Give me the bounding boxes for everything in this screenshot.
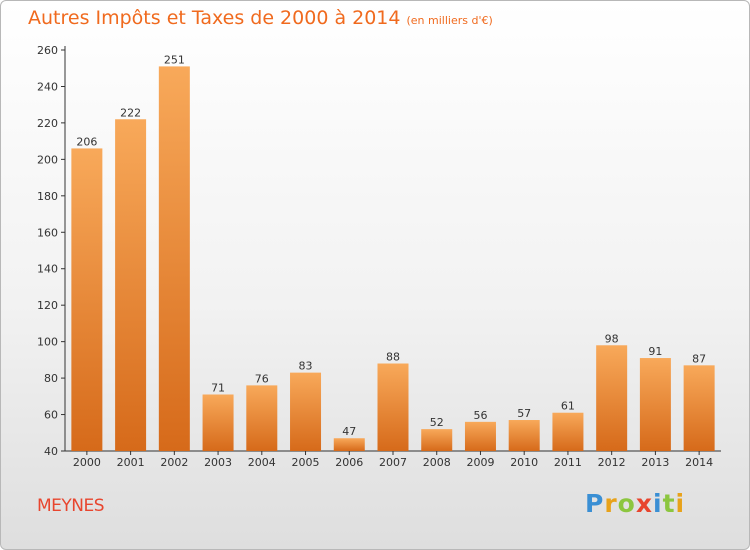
- x-tick-label: 2014: [685, 456, 713, 469]
- y-tick-label: 100: [37, 336, 58, 349]
- bar: [464, 421, 496, 451]
- bar: [552, 412, 584, 451]
- x-tick-label: 2004: [248, 456, 276, 469]
- x-tick-label: 2007: [379, 456, 407, 469]
- logo-letter: t: [662, 489, 676, 518]
- x-tick-label: 2011: [554, 456, 582, 469]
- logo-letter: x: [635, 489, 653, 518]
- y-tick-label: 120: [37, 299, 58, 312]
- bar: [115, 119, 147, 451]
- data-label: 83: [299, 360, 313, 373]
- data-label: 91: [648, 345, 662, 358]
- bar: [683, 365, 715, 451]
- data-label: 71: [211, 381, 225, 394]
- chart-subtitle: (en milliers d'€): [406, 14, 493, 27]
- chart-title-text: Autres Impôts et Taxes de 2000 à 2014: [28, 7, 401, 29]
- y-tick-label: 200: [37, 153, 58, 166]
- bar: [333, 438, 365, 451]
- bar: [421, 429, 453, 451]
- y-tick-label: 220: [37, 117, 58, 130]
- bar: [508, 420, 540, 451]
- x-tick-label: 2001: [117, 456, 145, 469]
- x-tick-label: 2003: [204, 456, 232, 469]
- y-tick-label: 140: [37, 263, 58, 276]
- data-label: 206: [76, 135, 97, 148]
- data-label: 76: [255, 372, 269, 385]
- y-tick-label: 180: [37, 190, 58, 203]
- x-tick-label: 2000: [73, 456, 101, 469]
- bar: [639, 358, 671, 451]
- bar: [202, 394, 234, 451]
- bar: [290, 372, 322, 451]
- y-tick-label: 60: [44, 409, 58, 422]
- x-tick-label: 2005: [292, 456, 320, 469]
- y-tick-label: 80: [44, 372, 58, 385]
- logo-letter: i: [675, 489, 686, 518]
- data-label: 47: [342, 425, 356, 438]
- data-label: 52: [430, 416, 444, 429]
- y-tick-label: 40: [44, 445, 58, 458]
- bar: [158, 66, 190, 452]
- x-tick-label: 2012: [598, 456, 626, 469]
- x-tick-label: 2013: [641, 456, 669, 469]
- y-tick-label: 240: [37, 80, 58, 93]
- logo-letter: r: [604, 489, 618, 518]
- data-label: 222: [120, 106, 141, 119]
- x-tick-label: 2006: [335, 456, 363, 469]
- data-label: 98: [605, 332, 619, 345]
- data-label: 61: [561, 400, 575, 413]
- bar: [596, 345, 628, 451]
- logo-letter: P: [585, 489, 605, 518]
- data-label: 251: [164, 53, 185, 66]
- town-name: MEYNES: [37, 496, 105, 516]
- bar: [246, 385, 278, 451]
- y-tick-label: 260: [37, 44, 58, 57]
- logo-letter: o: [617, 489, 636, 518]
- x-tick-label: 2010: [510, 456, 538, 469]
- y-tick-label: 160: [37, 226, 58, 239]
- x-tick-label: 2002: [160, 456, 188, 469]
- data-label: 56: [473, 409, 487, 422]
- proxiti-logo[interactable]: Proxiti: [585, 489, 685, 518]
- data-label: 87: [692, 352, 706, 365]
- bar: [71, 148, 103, 451]
- chart-title: Autres Impôts et Taxes de 2000 à 2014 (en…: [28, 7, 493, 29]
- bar: [377, 363, 409, 451]
- data-label: 57: [517, 407, 531, 420]
- x-tick-label: 2008: [423, 456, 451, 469]
- data-label: 88: [386, 351, 400, 364]
- logo-letter: i: [653, 489, 663, 518]
- x-tick-label: 2009: [466, 456, 494, 469]
